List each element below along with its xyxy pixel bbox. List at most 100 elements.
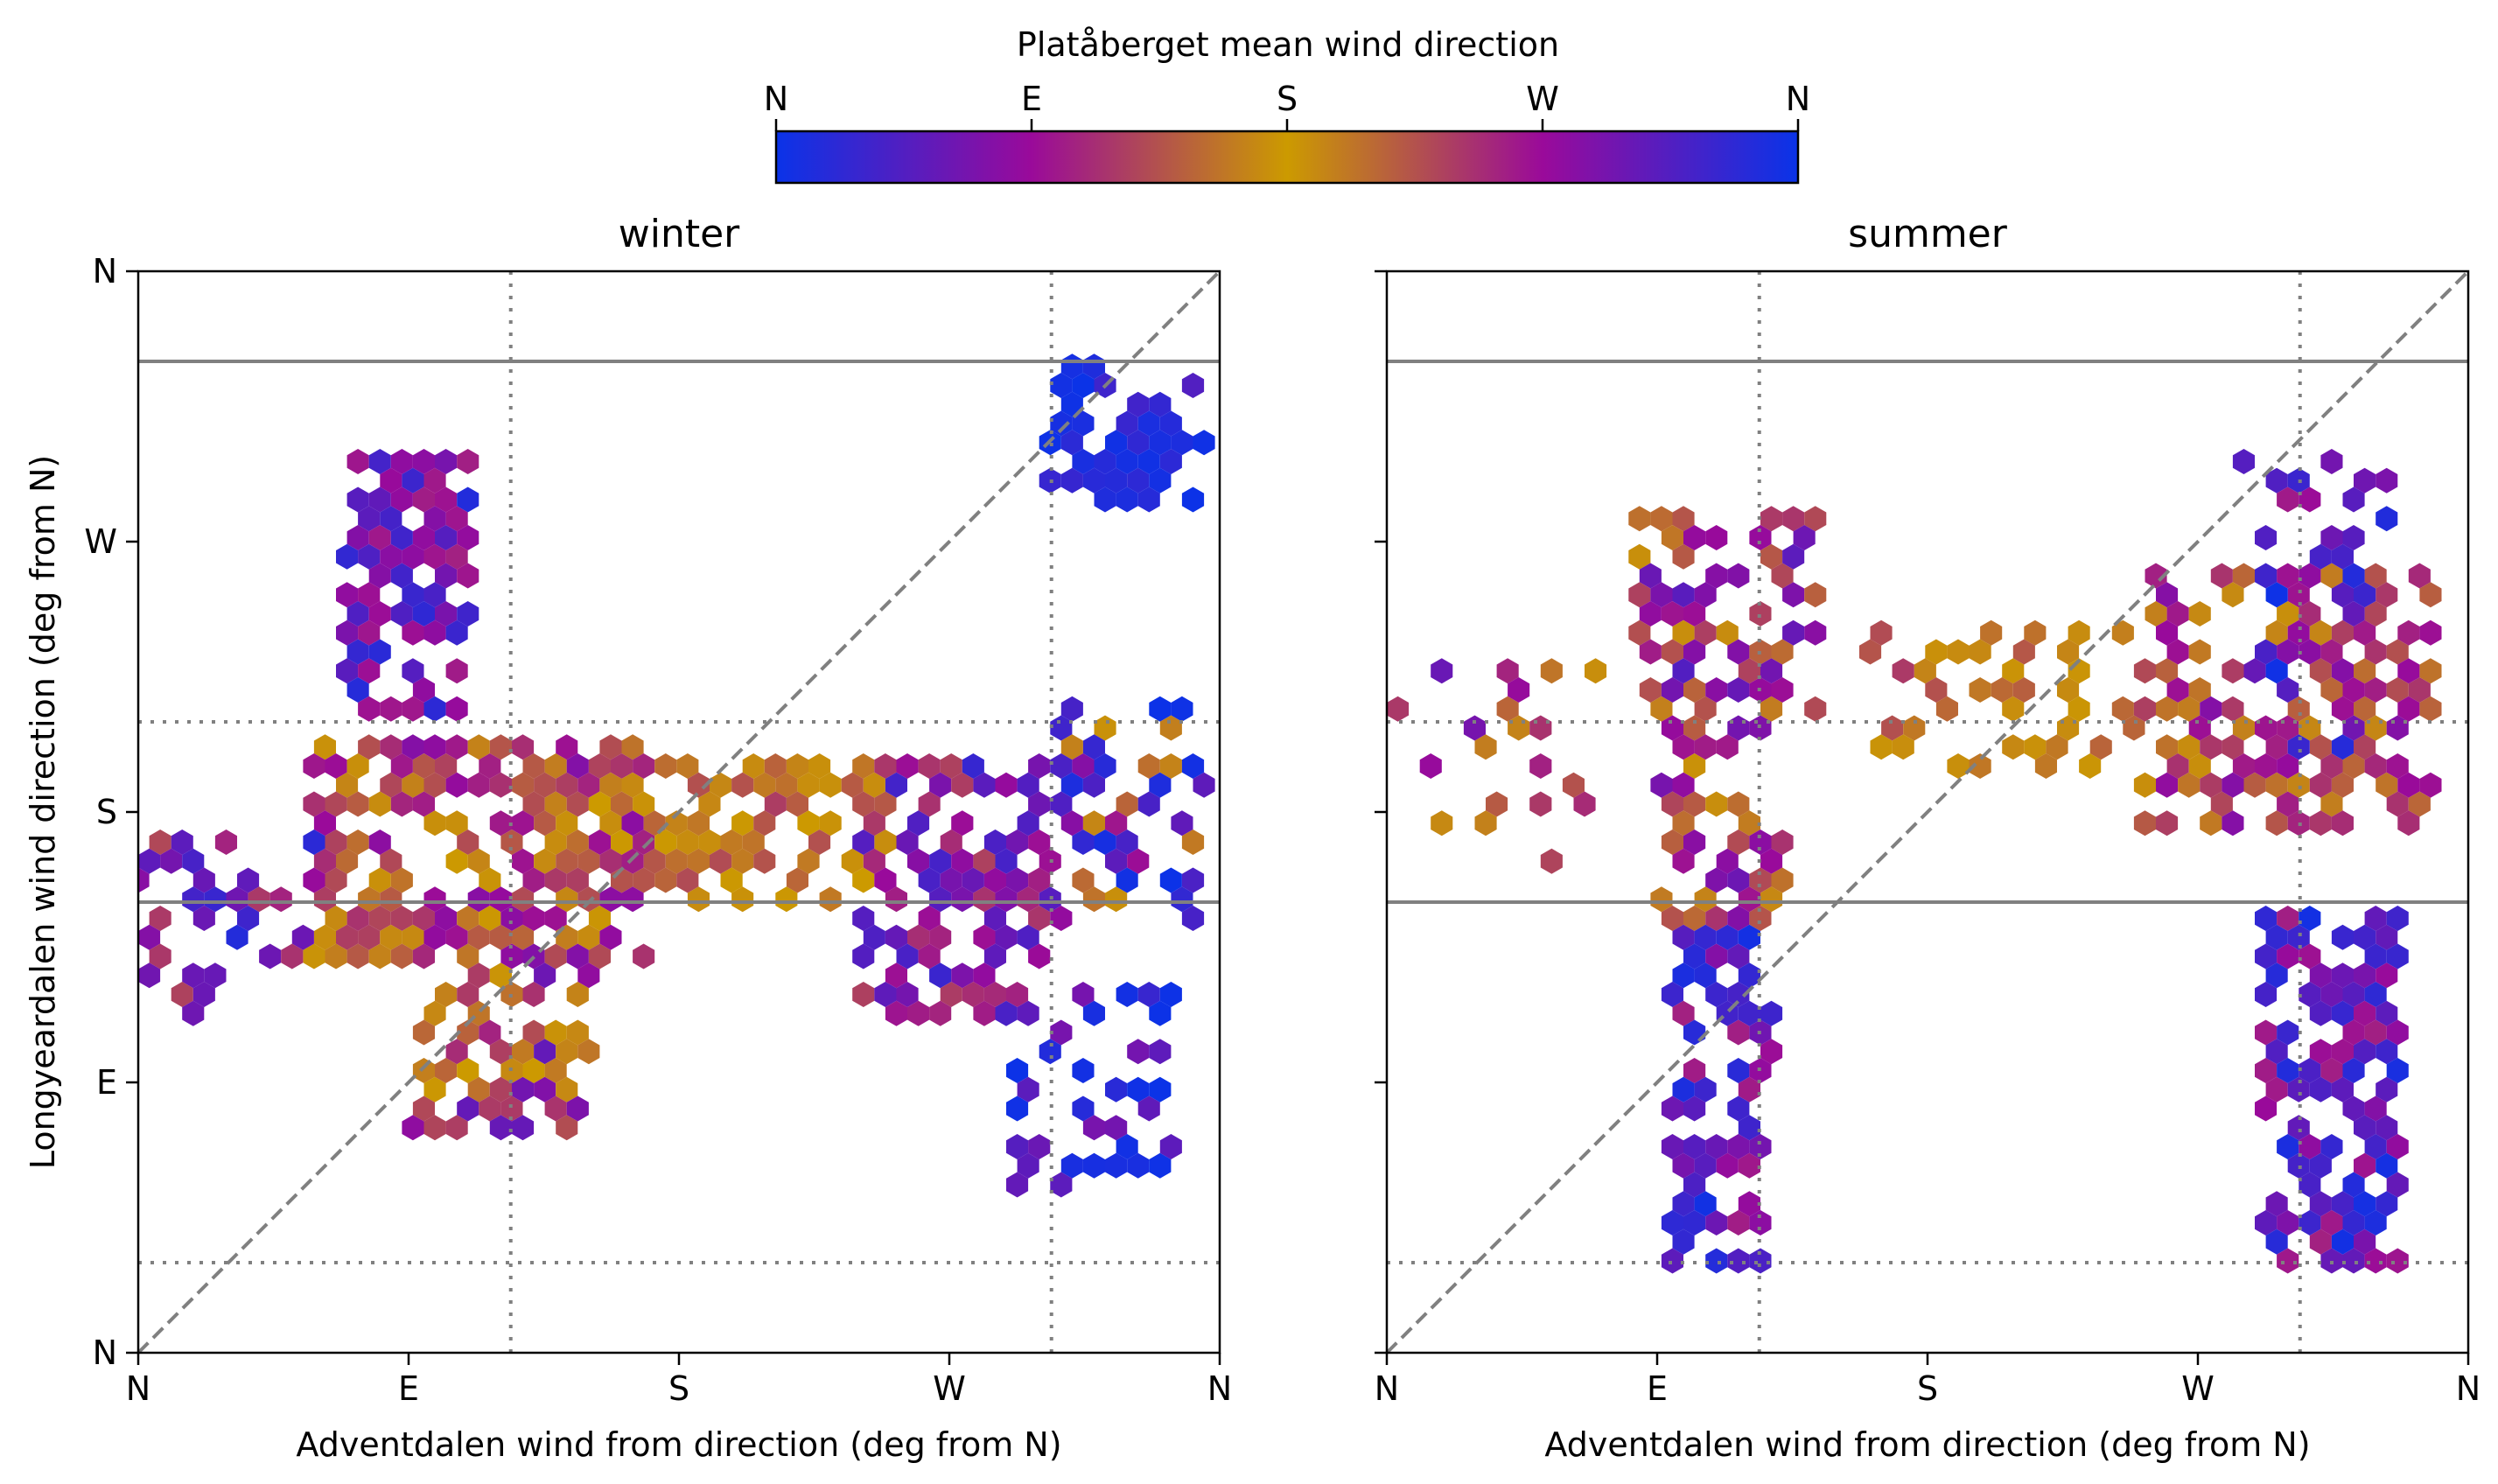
hexbin-cell	[2265, 772, 2288, 798]
hexbin-cell	[1050, 410, 1073, 437]
hexbin-cell	[633, 943, 655, 970]
hexbin-cell	[435, 906, 458, 931]
hexbin-cell	[2376, 1076, 2398, 1102]
hexbin-cell	[435, 525, 458, 550]
hexbin-cell	[2079, 753, 2102, 779]
hexbin-cell	[874, 867, 897, 893]
hexbin-cell	[841, 848, 864, 874]
hexbin-cell	[182, 1000, 205, 1026]
hexbin-cell	[874, 830, 897, 855]
hexbin-cell	[423, 924, 446, 950]
summer-hexbins	[1387, 449, 2442, 1274]
hexbin-cell	[500, 943, 523, 970]
hexbin-cell	[2222, 772, 2244, 798]
hexbin-cell	[1672, 810, 1695, 836]
hexbin-cell	[1060, 696, 1083, 722]
hexbin-cell	[2002, 734, 2025, 760]
hexbin-cell	[742, 753, 765, 779]
hexbin-cell	[1672, 848, 1695, 874]
hexbin-cell	[1749, 1134, 1772, 1159]
hexbin-cell	[1760, 658, 1783, 684]
hexbin-cell	[2222, 696, 2244, 722]
x-tick-label: N	[126, 1369, 150, 1408]
hexbin-cell	[402, 924, 424, 950]
hexbin-cell	[2320, 1210, 2343, 1236]
hexbin-cell	[1716, 620, 1739, 646]
hexbin-cell	[457, 563, 479, 589]
hexbin-cell	[445, 658, 468, 684]
hexbin-cell	[467, 924, 490, 950]
hexbin-cell	[2222, 734, 2244, 760]
hexbin-cell	[346, 791, 369, 817]
hexbin-cell	[2354, 1000, 2376, 1026]
hexbin-cell	[556, 810, 578, 836]
hexbin-cell	[1050, 715, 1073, 741]
hexbin-cell	[544, 943, 567, 970]
hexbin-cell	[544, 791, 567, 817]
hexbin-cell	[1672, 543, 1695, 570]
hexbin-cell	[819, 810, 842, 836]
hexbin-cell	[500, 906, 523, 931]
hexbin-cell	[1771, 677, 1794, 703]
summer-reference-lines	[1385, 270, 2470, 1354]
x-tick-label: N	[2456, 1369, 2481, 1408]
hexbin-cell	[1149, 1152, 1172, 1179]
hexbin-cell	[1006, 830, 1029, 855]
hexbin-cell	[1006, 867, 1029, 893]
hexbin-cell	[1892, 658, 1914, 684]
hexbin-cell	[402, 582, 424, 608]
hexbin-cell	[512, 1039, 535, 1065]
hexbin-cell	[896, 943, 919, 970]
x-tick-label: W	[2181, 1369, 2215, 1408]
hexbin-cell	[1028, 906, 1051, 931]
hexbin-cell	[346, 943, 369, 970]
hexbin-cell	[2397, 772, 2420, 798]
hexbin-cell	[1050, 791, 1073, 817]
hexbin-cell	[2342, 753, 2365, 779]
hexbin-cell	[336, 582, 359, 608]
hexbin-cell	[2222, 582, 2244, 608]
hexbin-cell	[2354, 1191, 2376, 1217]
hexbin-cell	[2376, 772, 2398, 798]
hexbin-cell	[2386, 791, 2409, 817]
hexbin-cell	[1694, 734, 1717, 760]
hexbin-cell	[2320, 525, 2343, 550]
hexbin-cell	[1650, 582, 1673, 608]
hexbin-cell	[2156, 620, 2179, 646]
hexbin-cell	[2397, 620, 2420, 646]
hexbin-cell	[1650, 696, 1673, 722]
winter-hexbins	[138, 354, 1215, 1198]
hexbin-cell	[929, 772, 952, 798]
colorbar: Platåberget mean wind direction N E S W N	[764, 25, 1810, 185]
hexbin-cell	[445, 772, 468, 798]
hexbin-cell	[2386, 753, 2409, 779]
hexbin-cell	[896, 753, 919, 779]
hexbin-cell	[2012, 677, 2035, 703]
hexbin-cell	[325, 867, 347, 893]
hexbin-cell	[2243, 772, 2266, 798]
hexbin-cell	[423, 810, 446, 836]
hexbin-cell	[599, 924, 622, 950]
hexbin-cell	[1705, 943, 1728, 970]
hexbin-cell	[2364, 943, 2387, 970]
hexbin-cell	[1914, 658, 1936, 684]
hexbin-cell	[313, 924, 336, 950]
hexbin-cell	[2419, 696, 2442, 722]
hexbin-cell	[522, 791, 545, 817]
hexbin-cell	[457, 525, 479, 550]
hexbin-cell	[633, 830, 655, 855]
hexbin-cell	[1072, 1096, 1095, 1122]
hexbin-cell	[753, 772, 776, 798]
hexbin-cell	[2419, 620, 2442, 646]
hexbin-cell	[2376, 924, 2398, 950]
hexbin-cell	[1137, 982, 1160, 1007]
hexbin-cell	[380, 467, 402, 494]
hexbin-cell	[1149, 696, 1172, 722]
hexbin-cell	[1870, 620, 1893, 646]
hexbin-cell	[380, 506, 402, 532]
hexbin-cell	[2342, 486, 2365, 513]
hexbin-cell	[336, 658, 359, 684]
hexbin-cell	[2277, 943, 2299, 970]
hexbin-cell	[2133, 696, 2156, 722]
hexbin-cell	[1672, 1000, 1695, 1026]
